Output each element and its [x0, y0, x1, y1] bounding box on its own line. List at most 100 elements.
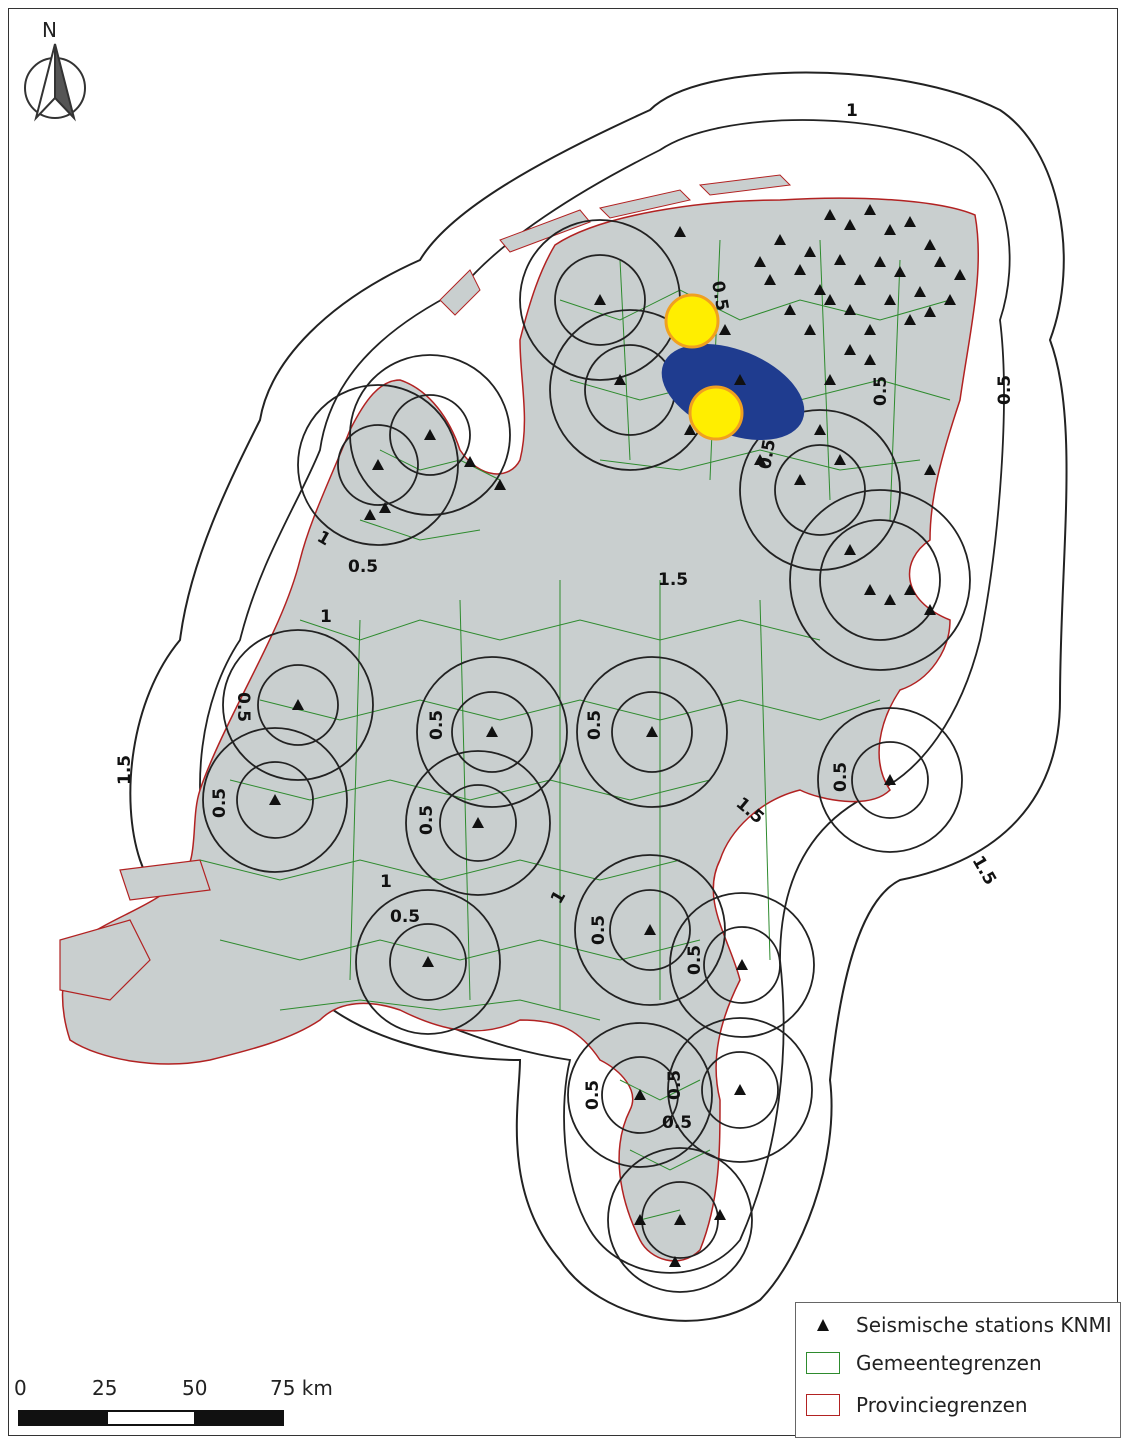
scale-tick-75: 75 km	[270, 1376, 333, 1400]
station-marker	[734, 1084, 746, 1095]
label-05-d: 0.5	[831, 762, 851, 792]
scale-seg-3	[194, 1410, 284, 1426]
scale-tick-50: 50	[182, 1376, 208, 1400]
station-marker	[884, 774, 896, 785]
station-marker	[379, 502, 391, 513]
station-marker	[472, 817, 484, 828]
station-marker	[674, 226, 686, 237]
event-marker-north	[664, 293, 720, 349]
station-marker	[644, 924, 656, 935]
label-15-right: 1.5	[968, 853, 1000, 889]
station-marker	[486, 726, 498, 737]
station-marker	[714, 1209, 726, 1220]
triangle-station-icon	[806, 1314, 840, 1336]
red-box-icon	[806, 1394, 840, 1416]
label-1-south: 1	[380, 872, 392, 892]
station-marker	[719, 324, 731, 335]
legend-label-provincie: Provinciegrenzen	[856, 1393, 1028, 1417]
stations-layer	[269, 204, 966, 1267]
station-marker	[784, 304, 796, 315]
station-marker	[292, 699, 304, 710]
station-marker	[864, 584, 876, 595]
label-05-j: 0.5	[583, 1080, 603, 1110]
station-marker	[844, 219, 856, 230]
station-marker	[736, 959, 748, 970]
station-marker	[372, 459, 384, 470]
station-marker	[774, 234, 786, 245]
station-marker	[954, 269, 966, 280]
green-box-icon	[806, 1352, 840, 1374]
station-marker	[634, 1089, 646, 1100]
station-marker	[924, 604, 936, 615]
station-marker	[814, 424, 826, 435]
contour-circles	[202, 219, 971, 1293]
station-marker	[669, 1256, 681, 1267]
label-05-a: 0.5	[233, 692, 253, 722]
station-marker	[944, 294, 956, 305]
station-marker	[614, 374, 626, 385]
station-marker	[924, 239, 936, 250]
station-marker	[904, 584, 916, 595]
station-marker	[884, 594, 896, 605]
contour-1	[199, 119, 1011, 1274]
station-marker	[924, 306, 936, 317]
station-marker	[934, 256, 946, 267]
label-05-m: 0.5	[871, 376, 891, 406]
legend-label-gemeente: Gemeentegrenzen	[856, 1351, 1042, 1375]
label-05-left: 0.5	[348, 557, 378, 577]
station-marker	[894, 266, 906, 277]
scale-bar: 0 25 50 75 km	[14, 1370, 354, 1430]
station-marker	[764, 274, 776, 285]
label-05-right: 0.5	[995, 375, 1015, 405]
station-marker	[646, 726, 658, 737]
station-marker	[424, 429, 436, 440]
station-marker	[269, 794, 281, 805]
station-marker	[494, 479, 506, 490]
station-marker	[464, 456, 476, 467]
scale-seg-1	[18, 1410, 108, 1426]
north-arrow-icon	[24, 43, 86, 122]
label-1-west: 1	[320, 607, 332, 627]
station-marker	[864, 204, 876, 215]
station-marker	[804, 246, 816, 257]
scale-tick-0: 0	[14, 1376, 27, 1400]
station-marker	[824, 294, 836, 305]
station-marker	[844, 344, 856, 355]
station-marker	[884, 224, 896, 235]
station-marker	[794, 264, 806, 275]
label-05-g: 0.5	[390, 907, 420, 927]
legend-item-gemeente: Gemeentegrenzen	[806, 1351, 1042, 1375]
label-15-mid: 1.5	[658, 570, 688, 590]
netherlands-land	[59, 174, 980, 1262]
station-marker	[914, 286, 926, 297]
legend-item-stations: Seismische stations KNMI	[806, 1313, 1112, 1337]
label-05-c: 0.5	[585, 710, 605, 740]
station-marker	[422, 956, 434, 967]
label-05-e: 0.5	[210, 788, 230, 818]
station-marker	[844, 304, 856, 315]
label-05-h: 0.5	[589, 915, 609, 945]
station-marker	[804, 324, 816, 335]
label-05-b: 0.5	[427, 710, 447, 740]
legend-label-stations: Seismische stations KNMI	[856, 1313, 1112, 1337]
scale-tick-25: 25	[92, 1376, 118, 1400]
label-1-top: 1	[846, 101, 858, 121]
legend-item-provincie: Provinciegrenzen	[806, 1393, 1028, 1417]
station-marker	[794, 474, 806, 485]
station-marker	[834, 254, 846, 265]
station-marker	[814, 284, 826, 295]
contour-outer	[129, 71, 1068, 1322]
legend: Seismische stations KNMI Gemeentegrenzen…	[795, 1302, 1121, 1438]
station-marker	[834, 454, 846, 465]
station-marker	[874, 256, 886, 267]
station-marker	[884, 294, 896, 305]
station-marker	[674, 1214, 686, 1225]
label-15-left: 1.5	[115, 755, 135, 785]
station-marker	[864, 354, 876, 365]
scale-seg-2	[106, 1410, 196, 1426]
label-05-i: 0.5	[685, 945, 705, 975]
station-marker	[594, 294, 606, 305]
event-marker-south	[688, 385, 744, 441]
north-label: N	[42, 18, 57, 42]
station-marker	[844, 544, 856, 555]
